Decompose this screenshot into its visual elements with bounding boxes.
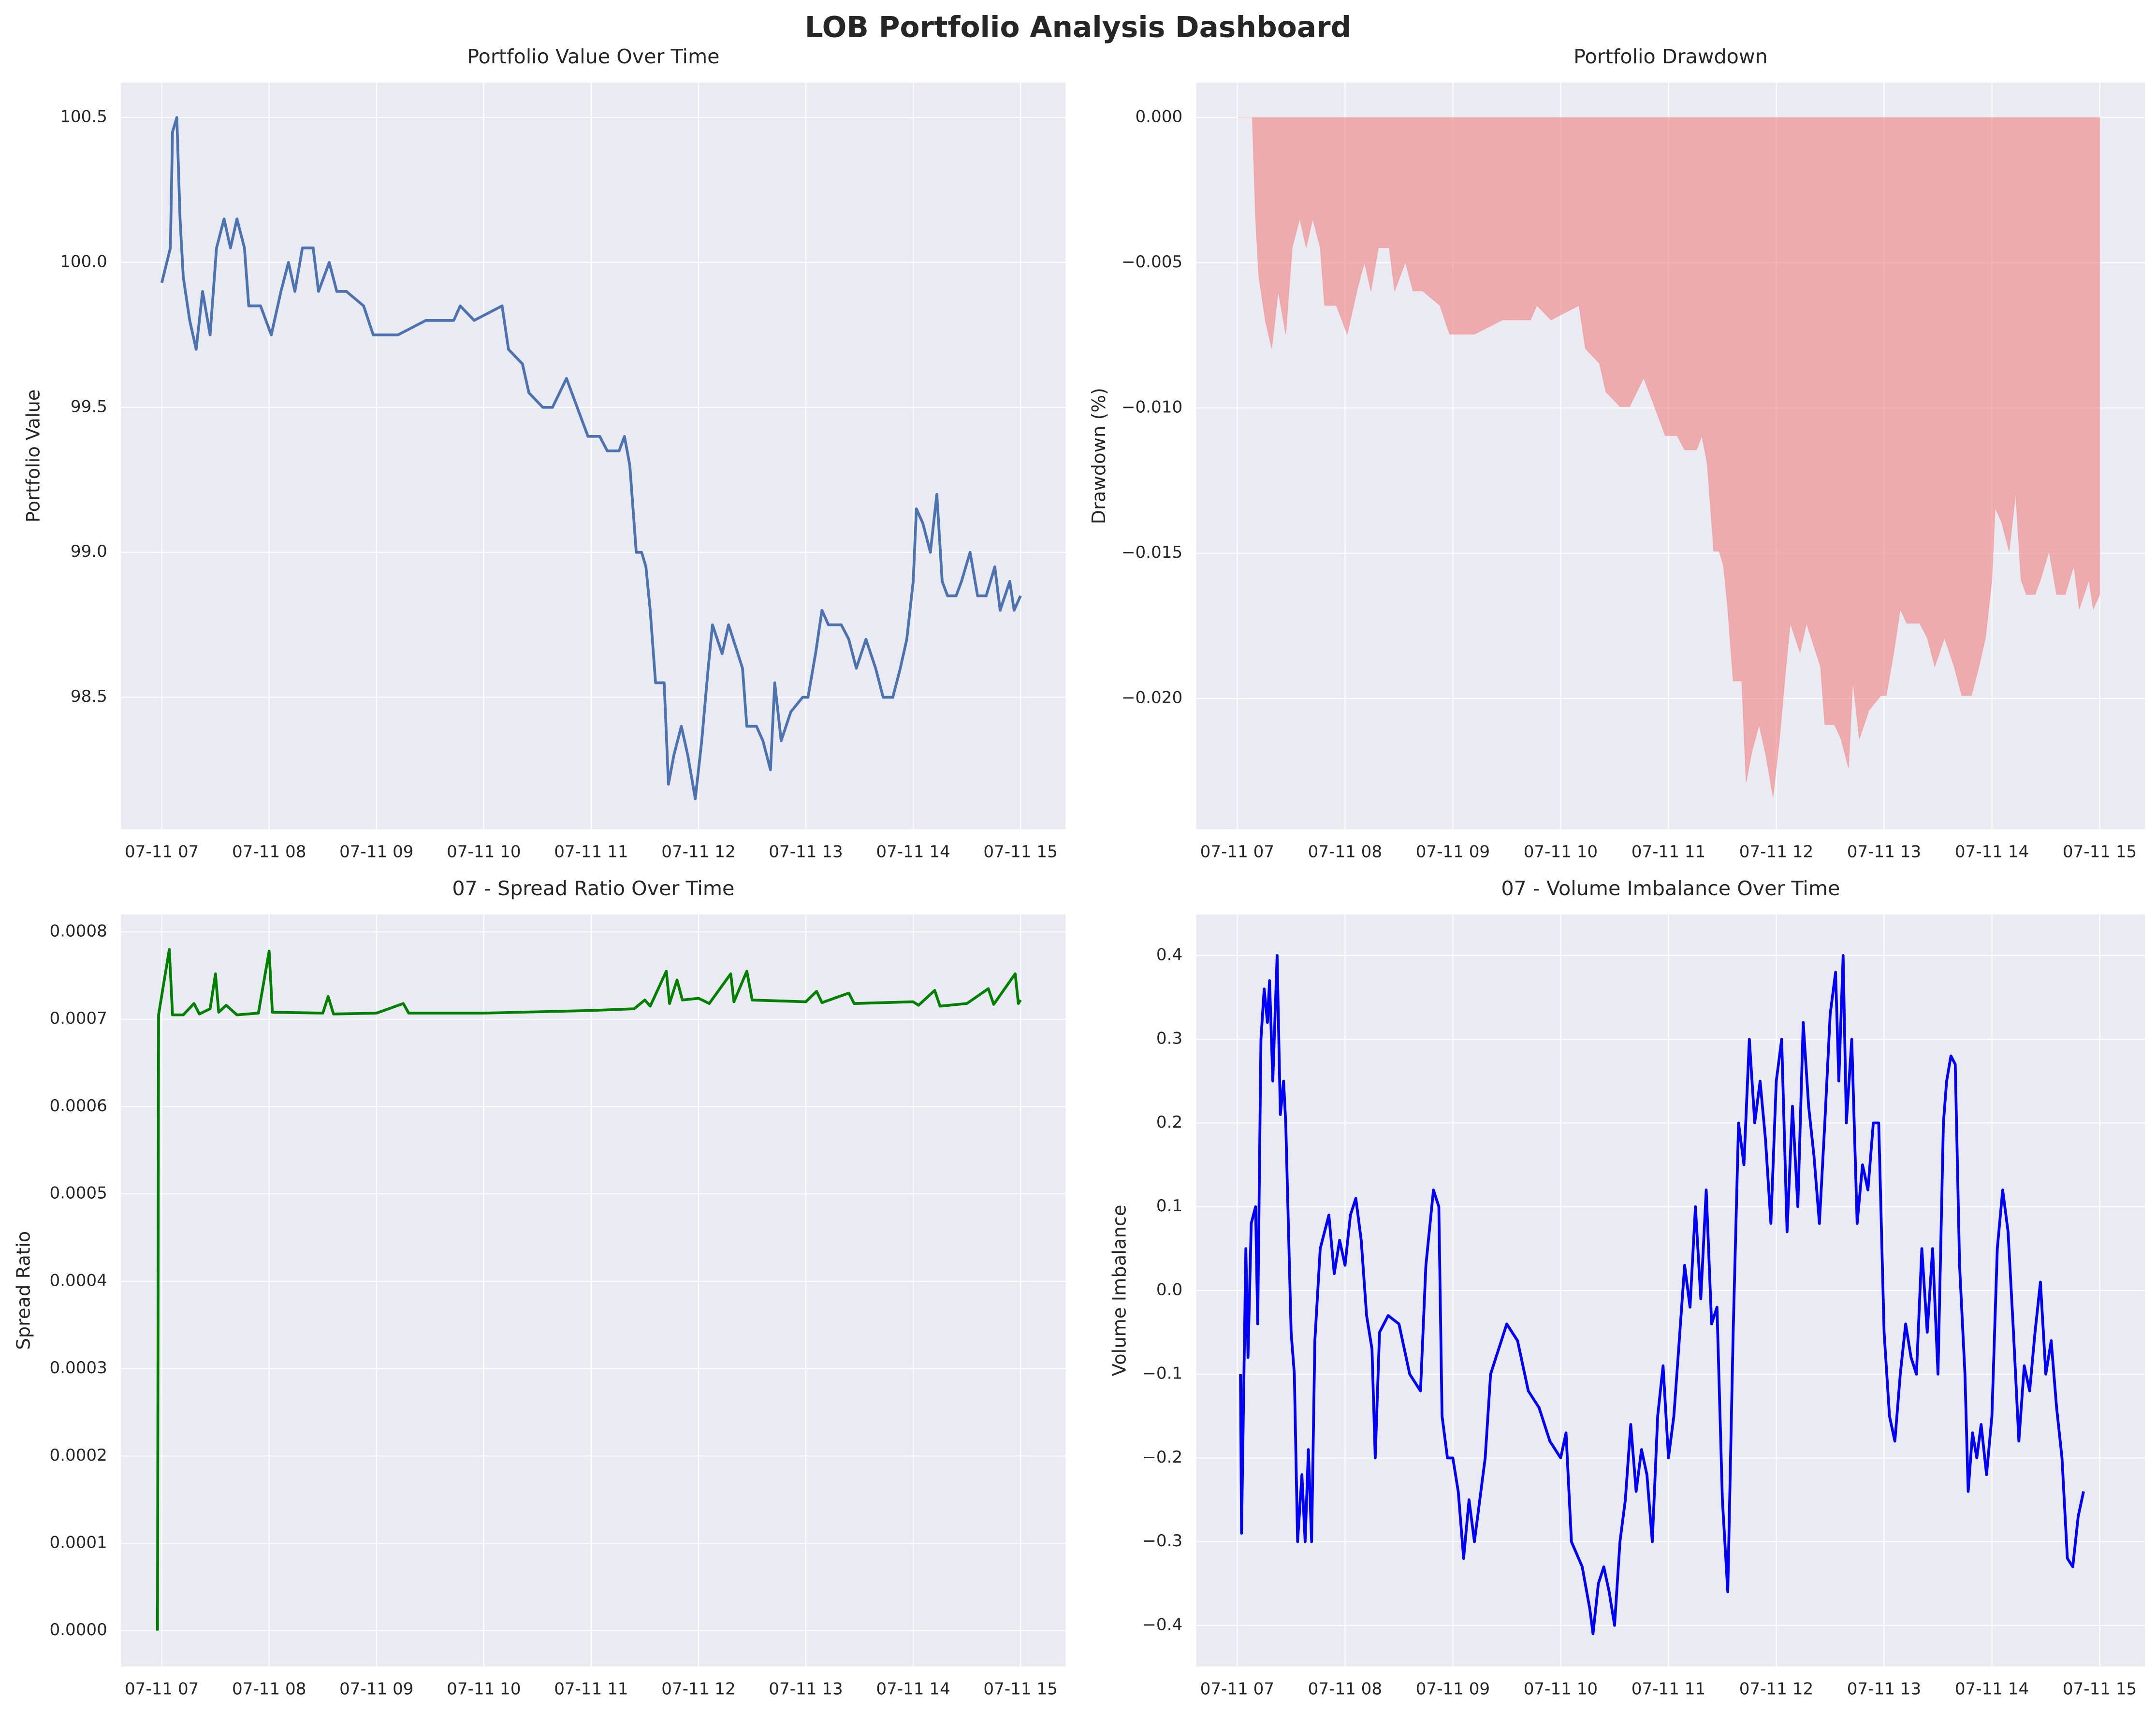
x-tick-label: 07-11 09 <box>1416 842 1490 861</box>
x-tick-label: 07-11 11 <box>554 842 628 861</box>
y-tick-label: 0.0001 <box>49 1533 107 1552</box>
x-tick-label: 07-11 08 <box>1308 842 1382 861</box>
y-tick-label: 0.3 <box>1156 1029 1182 1048</box>
panel: Portfolio Drawdown Drawdown (%) 07-11 07 07… <box>1088 45 2145 861</box>
panel-title: Portfolio Value Over Time <box>467 45 719 68</box>
y-tick-label: 0.0 <box>1156 1280 1182 1299</box>
y-tick-label: 0.0004 <box>49 1271 107 1290</box>
data-line <box>156 948 1022 1631</box>
y-tick-label: 99.5 <box>71 397 107 416</box>
x-tick-label: 07-11 08 <box>232 1680 306 1699</box>
x-tick-label: 07-11 12 <box>661 1680 735 1699</box>
y-tick-label: −0.1 <box>1142 1364 1182 1383</box>
y-axis-label: Portfolio Value <box>23 390 44 522</box>
y-tick-label: 0.0007 <box>49 1009 107 1028</box>
x-tick-label: 07-11 09 <box>339 842 413 861</box>
y-tick-label: −0.020 <box>1122 688 1182 708</box>
y-axis-label: Drawdown (%) <box>1088 388 1110 524</box>
y-tick-label: −0.4 <box>1142 1615 1182 1634</box>
y-tick-label: 0.1 <box>1156 1196 1182 1216</box>
y-tick-label: 0.4 <box>1156 945 1182 964</box>
y-tick-label: 0.0002 <box>49 1446 107 1465</box>
x-tick-label: 07-11 14 <box>1955 1680 2029 1699</box>
x-tick-label: 07-11 10 <box>447 1680 521 1699</box>
data-line <box>1239 954 2085 1636</box>
y-tick-label: 0.0005 <box>49 1184 107 1203</box>
x-tick-label: 07-11 08 <box>232 842 306 861</box>
panel-title: Portfolio Drawdown <box>1573 45 1768 68</box>
x-tick-label: 07-11 14 <box>876 1680 950 1699</box>
panel: Portfolio Value Over Time Portfolio Value… <box>23 45 1066 861</box>
x-tick-label: 07-11 13 <box>1847 842 1921 861</box>
y-axis-label: Spread Ratio <box>13 1231 35 1350</box>
dashboard-title: LOB Portfolio Analysis Dashboard <box>805 11 1352 44</box>
drawdown-area <box>1237 117 2100 797</box>
data-line <box>160 116 1022 800</box>
x-tick-label: 07-11 15 <box>983 1680 1057 1699</box>
x-tick-label: 07-11 09 <box>339 1680 413 1699</box>
y-tick-label: −0.005 <box>1122 252 1182 272</box>
x-tick-label: 07-11 08 <box>1308 1680 1382 1699</box>
x-tick-label: 07-11 14 <box>1955 842 2029 861</box>
y-tick-label: 0.0006 <box>49 1096 107 1116</box>
x-tick-label: 07-11 15 <box>983 842 1057 861</box>
y-tick-label: −0.010 <box>1122 398 1182 417</box>
y-tick-label: 0.0008 <box>49 922 107 941</box>
panel: 07 - Volume Imbalance Over Time Volume Im… <box>1109 877 2145 1699</box>
y-tick-label: 100.5 <box>60 107 107 127</box>
y-tick-label: −0.015 <box>1122 543 1182 562</box>
x-tick-label: 07-11 14 <box>876 842 950 861</box>
x-tick-label: 07-11 12 <box>661 842 735 861</box>
x-tick-label: 07-11 10 <box>1524 1680 1598 1699</box>
x-tick-label: 07-11 15 <box>2063 1680 2137 1699</box>
panel-title: 07 - Volume Imbalance Over Time <box>1501 877 1840 900</box>
y-tick-label: −0.3 <box>1142 1531 1182 1551</box>
x-tick-label: 07-11 10 <box>1524 842 1598 861</box>
x-tick-label: 07-11 10 <box>447 842 521 861</box>
x-tick-label: 07-11 11 <box>1632 842 1705 861</box>
x-tick-label: 07-11 07 <box>1200 842 1274 861</box>
x-tick-label: 07-11 11 <box>554 1680 628 1699</box>
y-tick-label: 0.0003 <box>49 1358 107 1378</box>
y-tick-label: 98.5 <box>71 687 107 706</box>
y-tick-label: 0.2 <box>1156 1113 1182 1132</box>
y-tick-label: 0.000 <box>1135 107 1182 127</box>
panel: 07 - Spread Ratio Over Time Spread Ratio 0… <box>13 877 1066 1699</box>
x-tick-label: 07-11 13 <box>769 842 843 861</box>
x-tick-label: 07-11 13 <box>1847 1680 1921 1699</box>
y-axis-label: Volume Imbalance <box>1109 1204 1131 1376</box>
x-tick-label: 07-11 15 <box>2063 842 2137 861</box>
x-tick-label: 07-11 07 <box>125 842 199 861</box>
x-tick-label: 07-11 12 <box>1739 842 1813 861</box>
panel-title: 07 - Spread Ratio Over Time <box>452 877 734 900</box>
y-tick-label: 100.0 <box>60 252 107 271</box>
y-tick-label: −0.2 <box>1142 1448 1182 1467</box>
x-tick-label: 07-11 13 <box>769 1680 843 1699</box>
x-tick-label: 07-11 07 <box>125 1680 199 1699</box>
x-tick-label: 07-11 09 <box>1416 1680 1490 1699</box>
plot-area <box>121 83 1066 829</box>
plot-area <box>121 914 1066 1667</box>
x-tick-label: 07-11 11 <box>1632 1680 1705 1699</box>
y-tick-label: 99.0 <box>71 542 107 561</box>
y-tick-label: 0.0000 <box>49 1620 107 1639</box>
x-tick-label: 07-11 07 <box>1200 1680 1274 1699</box>
x-tick-label: 07-11 12 <box>1739 1680 1813 1699</box>
